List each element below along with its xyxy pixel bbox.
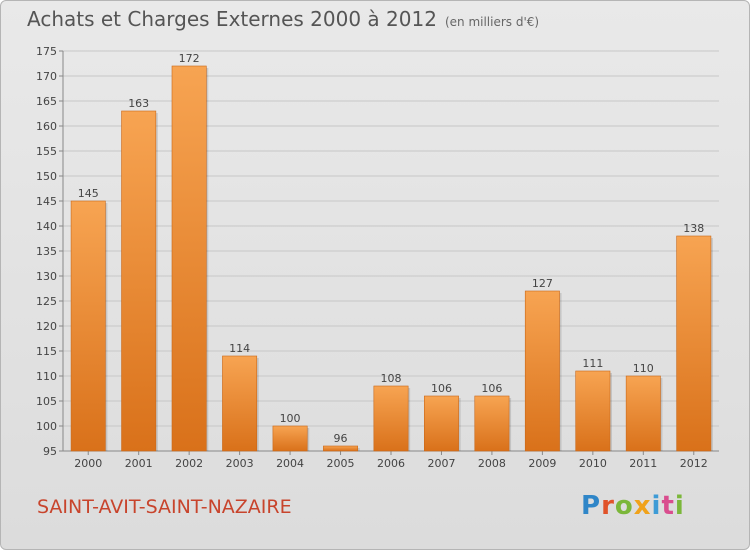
y-tick-label: 140	[36, 220, 57, 233]
y-tick-label: 95	[43, 445, 57, 458]
x-tick-label: 2006	[377, 457, 405, 470]
bar-value-label: 100	[280, 412, 301, 425]
bar-value-label: 127	[532, 277, 553, 290]
bar	[474, 395, 510, 452]
y-tick-label: 100	[36, 420, 57, 433]
y-tick-label: 150	[36, 170, 57, 183]
bar-value-label: 106	[431, 382, 452, 395]
bar	[424, 395, 459, 452]
y-tick-label: 110	[36, 370, 57, 383]
chart-unit: (en milliers d'€)	[444, 15, 540, 29]
x-tick-label: 2000	[74, 457, 102, 470]
data-labels: 145 163 172 114 100 96 108 106 106 127 111 110 138	[78, 52, 705, 445]
y-tick-label: 170	[36, 70, 57, 83]
bar	[222, 355, 258, 452]
bar	[171, 65, 207, 452]
bar-value-label: 96	[334, 432, 348, 445]
bar-value-label: 145	[78, 187, 99, 200]
chart-title-text: Achats et Charges Externes 2000 à 2012	[27, 7, 437, 31]
y-tick-label: 115	[36, 345, 57, 358]
bar	[272, 425, 308, 452]
bar-value-label: 114	[229, 342, 250, 355]
y-tick-label: 160	[36, 120, 57, 133]
x-tick-label: 2011	[629, 457, 657, 470]
y-tick-label: 105	[36, 395, 57, 408]
bar	[373, 385, 409, 452]
chart-title: Achats et Charges Externes 2000 à 2012 (e…	[27, 7, 539, 31]
bar-value-label: 108	[381, 372, 402, 385]
bar	[676, 235, 712, 452]
bar	[70, 200, 106, 452]
x-tick-label: 2009	[528, 457, 556, 470]
y-tick-label: 145	[36, 195, 57, 208]
bar	[524, 290, 560, 452]
bar	[121, 110, 157, 452]
bar-value-label: 163	[128, 97, 149, 110]
bar	[625, 375, 661, 452]
place-name: SAINT-AVIT-SAINT-NAZAIRE	[37, 496, 292, 518]
y-tick-label: 130	[36, 270, 57, 283]
x-tick-label: 2005	[327, 457, 355, 470]
x-tick-label: 2012	[680, 457, 708, 470]
x-tick-label: 2004	[276, 457, 304, 470]
y-tick-label: 155	[36, 145, 57, 158]
x-tick-label: 2007	[427, 457, 455, 470]
bar-value-label: 111	[582, 357, 603, 370]
x-tick-label: 2001	[125, 457, 153, 470]
x-tick-label: 2010	[579, 457, 607, 470]
bars	[70, 65, 713, 452]
bar	[575, 370, 611, 452]
bar-value-label: 172	[179, 52, 200, 65]
y-tick-label: 135	[36, 245, 57, 258]
y-tick-label: 175	[36, 45, 57, 58]
bar-value-label: 106	[481, 382, 502, 395]
y-tick-label: 165	[36, 95, 57, 108]
bar	[323, 445, 358, 452]
bar-value-label: 110	[633, 362, 654, 375]
y-tick-label: 120	[36, 320, 57, 333]
proxiti-logo: Proxiti	[581, 491, 685, 521]
bar-value-label: 138	[683, 222, 704, 235]
x-tick-label: 2003	[226, 457, 254, 470]
y-tick-label: 125	[36, 295, 57, 308]
x-tick-label: 2008	[478, 457, 506, 470]
x-tick-label: 2002	[175, 457, 203, 470]
